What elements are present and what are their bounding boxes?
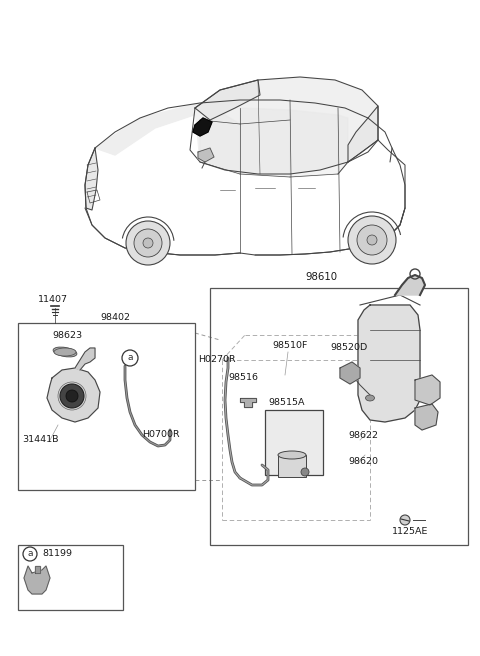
Circle shape	[357, 225, 387, 255]
Ellipse shape	[53, 347, 77, 357]
Circle shape	[60, 384, 84, 408]
Text: H0270R: H0270R	[198, 356, 236, 365]
Circle shape	[126, 221, 170, 265]
Polygon shape	[200, 112, 240, 174]
Text: H0700R: H0700R	[142, 430, 180, 439]
Text: 98515A: 98515A	[268, 398, 304, 407]
Text: 81199: 81199	[42, 550, 72, 558]
Polygon shape	[415, 375, 440, 405]
Polygon shape	[240, 398, 256, 407]
Bar	[18, 545, 123, 610]
Polygon shape	[290, 110, 338, 177]
Text: a: a	[127, 354, 133, 363]
Text: 98622: 98622	[348, 430, 378, 440]
Circle shape	[66, 390, 78, 402]
Ellipse shape	[278, 451, 306, 459]
Bar	[265, 410, 323, 475]
Polygon shape	[395, 275, 425, 295]
Circle shape	[134, 229, 162, 257]
Text: 1125AE: 1125AE	[392, 527, 428, 537]
Polygon shape	[195, 77, 378, 174]
Text: 98516: 98516	[228, 373, 258, 382]
Polygon shape	[95, 100, 240, 155]
Ellipse shape	[54, 348, 76, 356]
Text: a: a	[27, 550, 33, 558]
Polygon shape	[24, 566, 50, 594]
Text: 98510F: 98510F	[272, 340, 307, 350]
Text: 11407: 11407	[38, 295, 68, 304]
Text: 98623: 98623	[52, 331, 82, 340]
Text: 98620: 98620	[348, 457, 378, 466]
Circle shape	[23, 547, 37, 561]
Polygon shape	[338, 115, 348, 174]
Polygon shape	[195, 80, 260, 120]
Bar	[210, 288, 468, 545]
Circle shape	[122, 350, 138, 366]
Polygon shape	[85, 148, 98, 210]
Polygon shape	[75, 348, 95, 370]
Text: 98402: 98402	[100, 314, 130, 323]
Polygon shape	[47, 368, 100, 422]
Circle shape	[143, 238, 153, 248]
Text: 98520D: 98520D	[330, 344, 367, 352]
Circle shape	[367, 235, 377, 245]
Circle shape	[348, 216, 396, 264]
Polygon shape	[348, 106, 378, 162]
Polygon shape	[193, 118, 212, 136]
Circle shape	[400, 515, 410, 525]
Bar	[18, 323, 195, 490]
Polygon shape	[35, 566, 40, 573]
Polygon shape	[340, 362, 360, 384]
Polygon shape	[415, 404, 438, 430]
Circle shape	[301, 468, 309, 476]
Text: 98610: 98610	[305, 272, 337, 282]
Bar	[278, 455, 306, 477]
Polygon shape	[198, 148, 214, 162]
Ellipse shape	[365, 395, 374, 401]
Polygon shape	[240, 108, 290, 177]
Polygon shape	[358, 305, 420, 422]
Text: 31441B: 31441B	[22, 436, 59, 445]
